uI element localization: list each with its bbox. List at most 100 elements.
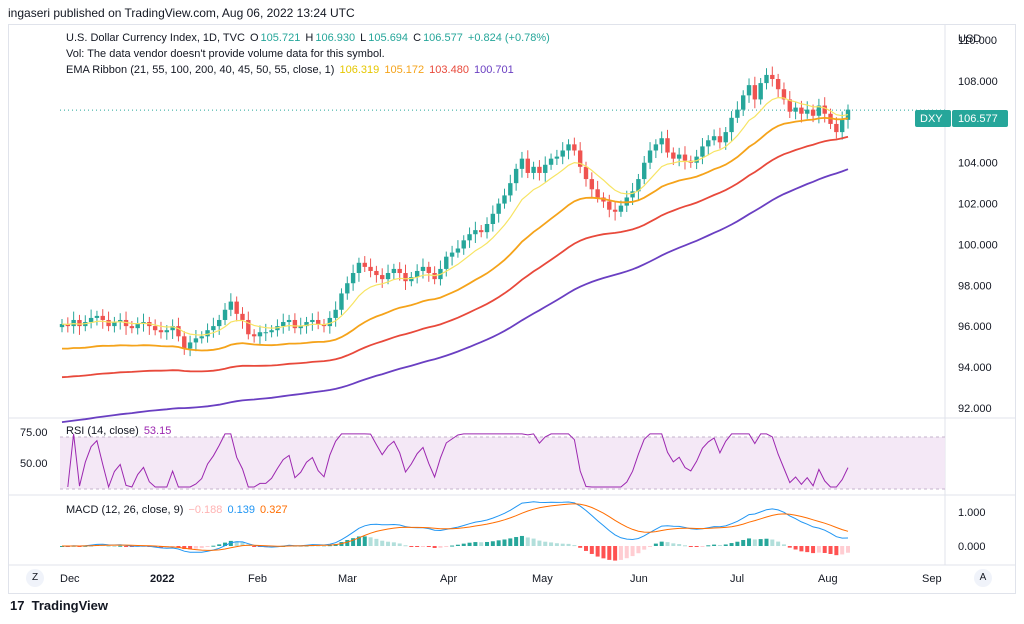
macd-histogram-bar: [717, 544, 722, 546]
candle-body: [240, 313, 245, 320]
legend-ema200-value: 100.701: [474, 64, 514, 76]
macd-histogram-bar: [735, 541, 740, 546]
macd-histogram-bar: [327, 545, 332, 547]
macd-histogram-bar: [153, 546, 158, 548]
candle-body: [665, 138, 670, 153]
time-axis-label: Jun: [630, 573, 648, 585]
macd-histogram-bar: [811, 546, 816, 554]
legend-open-label: O: [249, 32, 259, 44]
macd-line: [61, 501, 849, 553]
macd-histogram-bar: [595, 546, 600, 557]
time-axis-label: May: [532, 573, 553, 585]
macd-histogram-bar: [653, 543, 658, 546]
legend-rsi-value: 53.15: [143, 425, 172, 437]
macd-histogram-bar: [525, 537, 530, 546]
candle-body: [543, 164, 548, 173]
legend-macd-hist-value: −0.188: [188, 504, 223, 516]
legend-macd-row[interactable]: MACD (12, 26, close, 9) −0.188 0.139 0.3…: [66, 504, 290, 516]
candle-body: [577, 150, 583, 167]
macd-histogram-bar: [781, 544, 786, 546]
rsi-line: [67, 433, 849, 489]
legend-rsi-row[interactable]: RSI (14, close) 53.15: [66, 425, 173, 437]
macd-histogram-bar: [188, 546, 193, 550]
candle-body: [537, 166, 542, 173]
candle-body: [211, 326, 216, 331]
macd-histogram-bar: [543, 541, 548, 546]
candle-body: [403, 273, 408, 282]
candle-body: [560, 150, 565, 157]
macd-histogram-bar: [706, 545, 711, 547]
candle-body: [205, 330, 210, 337]
macd-histogram-bar: [601, 546, 606, 559]
candle-body: [112, 322, 117, 327]
candle-body: [193, 338, 199, 343]
candle-body: [182, 336, 187, 349]
macd-histogram-bar: [485, 541, 490, 546]
candle-body: [694, 156, 699, 163]
macd-histogram-bar: [566, 543, 571, 546]
price-tick-label: 104.000: [958, 158, 998, 170]
legend-low-value: 105.694: [368, 32, 409, 44]
candle-body: [490, 213, 496, 224]
macd-histogram-bar: [554, 543, 559, 546]
candle-body: [706, 140, 711, 147]
macd-histogram-bar: [846, 546, 850, 553]
tradingview-logo[interactable]: 17 TradingView: [10, 598, 108, 613]
price-tick-label: 108.000: [958, 76, 998, 88]
macd-histogram-bar: [217, 544, 222, 546]
macd-histogram-bar: [386, 541, 391, 546]
candle-body: [187, 342, 193, 349]
macd-histogram-bar: [642, 546, 647, 550]
macd-histogram-bar: [426, 546, 431, 547]
candle-body: [455, 248, 461, 253]
candle-body: [618, 205, 624, 212]
candle-body: [758, 83, 763, 100]
candle-body: [647, 150, 653, 163]
macd-histogram-bar: [537, 540, 542, 546]
macd-group: [60, 501, 850, 561]
auto-scale-button[interactable]: A: [974, 569, 992, 587]
candle-body: [222, 309, 228, 320]
candle-body: [799, 107, 804, 114]
macd-histogram-bar: [677, 544, 682, 546]
timezone-button-left[interactable]: Z: [26, 569, 44, 587]
price-tick-label: 98.000: [958, 280, 992, 292]
candle-body: [770, 74, 775, 80]
time-axis-label: Feb: [248, 573, 267, 585]
macd-histogram-bar: [665, 542, 670, 546]
candle-body: [805, 109, 810, 114]
macd-histogram-bar: [351, 538, 356, 546]
macd-histogram-bar: [391, 542, 396, 546]
macd-histogram-bar: [502, 539, 507, 546]
macd-histogram-bar: [240, 542, 245, 546]
ema-ribbon: [61, 96, 849, 423]
macd-histogram-bar: [380, 540, 385, 546]
macd-histogram-bar: [747, 538, 752, 546]
candle-body: [508, 183, 513, 196]
legend-symbol-row[interactable]: U.S. Dollar Currency Index, 1D, TVC O 105…: [66, 32, 552, 44]
legend-ema-row[interactable]: EMA Ribbon (21, 55, 100, 200, 40, 45, 50…: [66, 64, 516, 76]
time-axis-label: Dec: [60, 573, 80, 585]
candle-body: [473, 230, 478, 235]
legend-ema21-value: 106.319: [339, 64, 380, 76]
macd-histogram-bar: [589, 546, 594, 554]
macd-histogram-bar: [741, 539, 746, 546]
macd-histogram-bar: [473, 542, 478, 546]
candle-body: [292, 319, 298, 329]
macd-histogram-bar: [112, 545, 117, 547]
macd-histogram-bar: [519, 535, 524, 546]
last-price-tag[interactable]: DXY 106.577: [915, 110, 1008, 127]
candle-body: [572, 144, 577, 151]
legend-high-label: H: [305, 32, 314, 44]
macd-histogram-bar: [508, 538, 513, 546]
candle-body: [374, 270, 379, 276]
candle-body: [409, 277, 414, 282]
legend-open-value: 105.721: [260, 32, 301, 44]
candle-body: [65, 324, 71, 327]
candle-body: [281, 322, 286, 327]
candle-body: [345, 283, 350, 294]
rsi-tick-50: 50.00: [20, 458, 48, 470]
price-tick-label: 96.000: [958, 321, 992, 333]
ema200-line: [61, 168, 849, 423]
